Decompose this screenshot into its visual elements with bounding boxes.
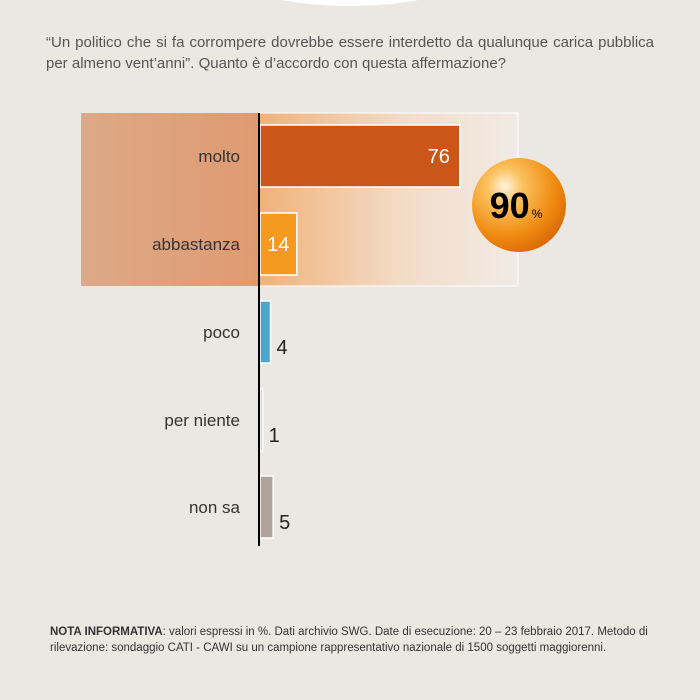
category-label: non sa — [189, 498, 241, 517]
value-label: 1 — [269, 425, 280, 447]
bar — [259, 475, 274, 539]
agreement-bar-chart: molto 76 abbastanza 14 poco 4 per niente 1 non s… — [81, 112, 566, 546]
note-text: : valori espressi in %. Dati archivio SW… — [50, 626, 648, 654]
category-label: abbastanza — [152, 235, 240, 254]
category-label: poco — [203, 323, 240, 342]
group-total-value: 90 — [490, 185, 530, 226]
category-label: per niente — [164, 411, 240, 430]
svg-text:90%: 90% — [490, 185, 543, 226]
bar — [259, 388, 264, 452]
category-label: molto — [198, 147, 240, 166]
header-arc-decoration — [220, 0, 480, 6]
value-label: 4 — [277, 337, 288, 359]
bar — [259, 212, 298, 276]
informative-note: NOTA INFORMATIVA: valori espressi in %. … — [50, 624, 662, 656]
value-label: 14 — [267, 234, 289, 256]
survey-question: “Un politico che si fa corrompere dovreb… — [46, 34, 654, 72]
bar — [259, 300, 272, 364]
value-label: 5 — [279, 512, 290, 534]
group-total-circle — [472, 158, 566, 252]
note-label: NOTA INFORMATIVA — [50, 626, 163, 638]
group-total-badge: 90% — [472, 158, 566, 252]
group-total-unit: % — [532, 207, 543, 221]
highlight-band-left — [81, 113, 259, 286]
value-label: 76 — [428, 146, 450, 168]
